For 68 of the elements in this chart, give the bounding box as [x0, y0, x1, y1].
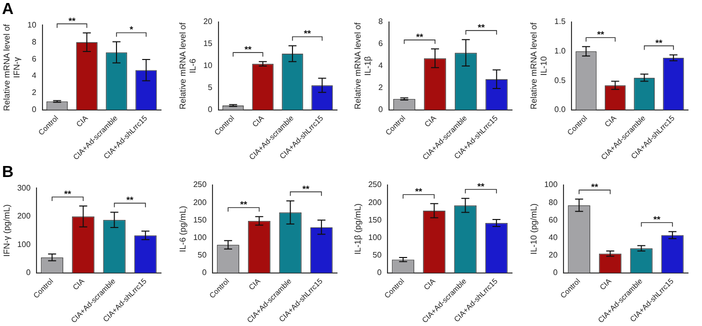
- y-tick-label: 100: [544, 180, 558, 190]
- y-tick-label: 2: [378, 83, 384, 92]
- annotation: **: [302, 184, 310, 194]
- annotation: **: [126, 195, 134, 206]
- y-tick-label: 200: [17, 212, 32, 221]
- annotation: *: [130, 24, 134, 35]
- y-tick-label: 4: [378, 61, 384, 70]
- y-tick-label: 0: [26, 268, 32, 278]
- y-tick-label: 80: [548, 198, 558, 207]
- y-tick-label: 0: [208, 105, 213, 114]
- annotation: **: [653, 214, 661, 225]
- annotation: **: [64, 188, 72, 199]
- chart-title: A: [2, 1, 14, 18]
- y-tick-label: 150: [193, 215, 208, 224]
- y-tick-label: 40: [548, 232, 558, 242]
- annotation: **: [477, 181, 485, 192]
- y-tick-label: 50: [198, 250, 208, 260]
- annotation: **: [655, 38, 663, 48]
- y-tick-label: 0: [202, 268, 208, 278]
- y-tick-label: 300: [17, 183, 32, 192]
- annotation: **: [591, 182, 599, 192]
- y-tick-label: 0: [553, 268, 558, 278]
- chart-title: B: [2, 164, 14, 182]
- annotation: **: [597, 30, 605, 40]
- y-tick-label: 250: [193, 180, 208, 190]
- y-tick-label: 0: [32, 105, 37, 114]
- annotation: **: [478, 22, 486, 33]
- y-axis-title: IL-6 (pg/mL): [177, 206, 188, 252]
- y-tick-label: 200: [193, 198, 208, 207]
- y-axis-title: IL-1β (pg/mL): [352, 203, 362, 255]
- y-tick-label: 4: [32, 71, 37, 80]
- y-tick-label: 15: [203, 39, 213, 48]
- y-tick-label: 250: [368, 180, 382, 190]
- y-tick-label: 0.5: [554, 76, 566, 85]
- y-tick-label: 6: [378, 39, 384, 48]
- y-axis-title: Relative mRNA level of IL-10: [528, 22, 549, 110]
- y-tick-label: 10: [27, 20, 37, 30]
- y-tick-label: 1.5: [554, 17, 566, 26]
- annotation: **: [240, 200, 248, 210]
- y-tick-label: 8: [378, 17, 384, 26]
- y-tick-label: 5: [208, 83, 213, 92]
- y-tick-label: 20: [203, 17, 213, 26]
- annotation: **: [68, 16, 76, 26]
- annotation: **: [304, 28, 312, 39]
- annotation: **: [244, 44, 252, 55]
- y-tick-label: 0: [377, 268, 382, 278]
- y-tick-label: 0.0: [554, 105, 566, 114]
- y-tick-label: 60: [548, 215, 558, 224]
- annotation: **: [415, 186, 423, 197]
- y-tick-label: 20: [548, 250, 558, 260]
- y-tick-label: 100: [368, 232, 382, 242]
- y-tick-label: 150: [368, 215, 382, 224]
- y-tick-label: 100: [17, 240, 32, 249]
- annotation: **: [416, 32, 424, 42]
- y-axis-title: IFN-γ (pg/mL): [1, 204, 12, 257]
- y-axis-title: IL-10 (pg/mL): [528, 203, 538, 254]
- y-axis-title: Relative mRNA level of IFN-γ: [1, 23, 22, 112]
- y-tick-label: 50: [372, 250, 382, 260]
- y-axis-title: Relative mRNA level of IL-6: [177, 22, 198, 110]
- y-tick-label: 0: [378, 105, 384, 114]
- y-tick-label: 2: [32, 88, 37, 98]
- y-tick-label: 200: [368, 198, 382, 207]
- y-tick-label: 100: [193, 232, 208, 242]
- y-tick-label: 1.0: [554, 46, 566, 56]
- y-tick-label: 6: [32, 54, 37, 64]
- y-tick-label: 10: [203, 61, 213, 70]
- y-tick-label: 8: [32, 37, 37, 46]
- y-axis-title: Relative mRNA level of IL-1β: [352, 22, 373, 110]
